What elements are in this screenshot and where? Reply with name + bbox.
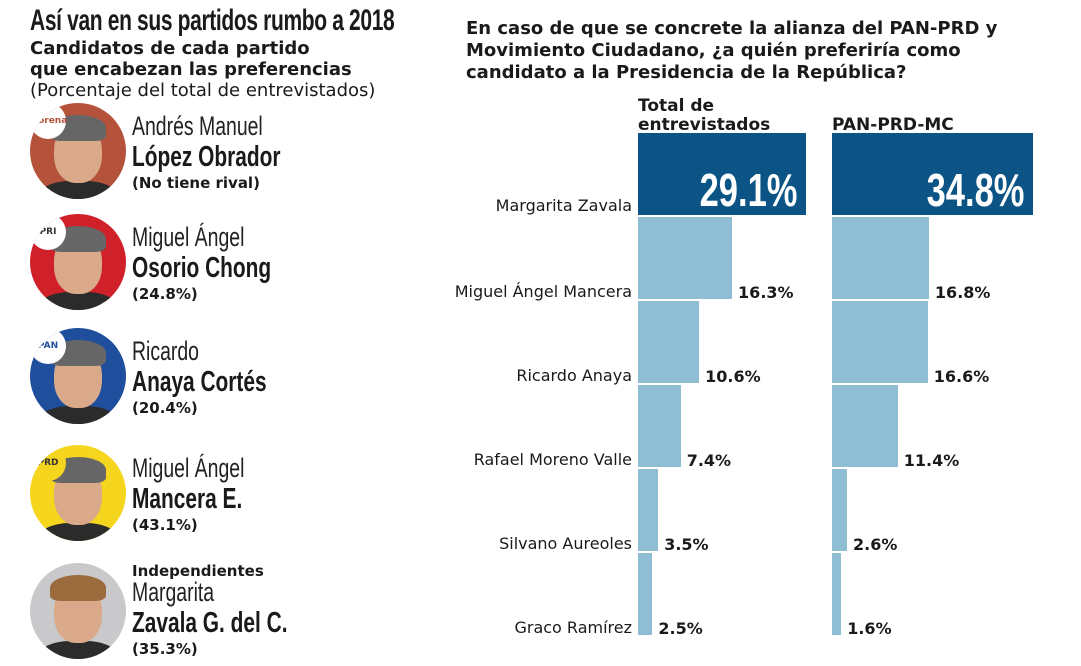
party-logo: PRI [30,214,66,250]
candidate-first-name: Miguel Ángel [132,222,245,252]
bar [832,469,847,551]
candidate-first-name: Andrés Manuel [132,111,263,141]
bar-value-label: 11.4% [903,451,960,470]
candidate-first-name: Ricardo [132,336,199,366]
category-label: Silvano Aureoles [499,534,632,553]
party-logo: PRD [30,445,66,481]
candidate-photo [30,563,126,659]
candidate-last-name: Zavala G. del C. [132,607,288,639]
candidate-last-name: López Obrador [132,141,281,173]
category-label: Ricardo Anaya [516,366,632,385]
candidate-photo: morena [30,103,126,199]
bar-value-label: 7.4% [686,451,732,470]
bar [638,217,733,299]
bar-value-label: 3.5% [664,535,709,554]
candidate-first-name: Margarita [132,577,215,607]
candidate-photo: PRI [30,214,126,310]
bar-value-label: 16.6% [933,367,990,386]
chart-title: En caso de que se concrete la alianza de… [466,18,998,83]
candidate-value: (35.3%) [132,640,198,658]
bar [638,301,700,383]
candidate-last-name: Mancera E. [132,483,243,515]
candidate-first-name: Miguel Ángel [132,453,245,483]
bar [638,385,681,467]
column-header-total: Total de entrevistados [638,96,771,135]
candidate-photo: PAN [30,328,126,424]
candidate-last-name: Anaya Cortés [132,366,267,398]
category-label: Graco Ramírez [514,618,632,637]
category-label: Rafael Moreno Valle [473,450,632,469]
bar [832,385,898,467]
bar-value-label: 1.6% [847,619,892,638]
bar [832,133,1033,215]
category-label: Margarita Zavala [495,196,632,215]
candidate-value: (43.1%) [132,516,198,534]
column-header-alliance: PAN-PRD-MC [832,115,954,135]
bar-value-label: 10.6% [705,367,761,386]
bar-value-label: 16.3% [738,283,794,302]
subtitle-line2: que encabezan las preferencias [30,59,352,80]
bar [832,301,928,383]
candidate-last-name: Osorio Chong [132,252,272,284]
bar-value-label: 2.5% [658,619,703,638]
bar [832,553,842,635]
candidate-value: (24.8%) [132,285,198,303]
infographic-title: Así van en sus partidos rumbo a 2018 [30,4,395,37]
candidate-value: (20.4%) [132,399,198,417]
bar-value-label: 2.6% [853,535,898,554]
bar-value-label: 29.1% [700,164,798,216]
subtitle-line1: Candidatos de cada partido [30,38,310,59]
candidate-group: Independientes [132,562,264,580]
bar [638,553,653,635]
category-label: Miguel Ángel Mancera [454,282,632,301]
party-logo: morena [30,103,67,139]
bar [638,133,806,215]
bar [638,469,659,551]
party-logo: PAN [30,328,66,364]
bar-value-label: 34.8% [926,164,1025,216]
candidate-photo: PRD [30,445,126,541]
bar-value-label: 16.8% [934,283,991,302]
subtitle-line3: (Porcentaje del total de entrevistados) [30,80,376,101]
bar [832,217,929,299]
candidate-value: (No tiene rival) [132,174,260,192]
